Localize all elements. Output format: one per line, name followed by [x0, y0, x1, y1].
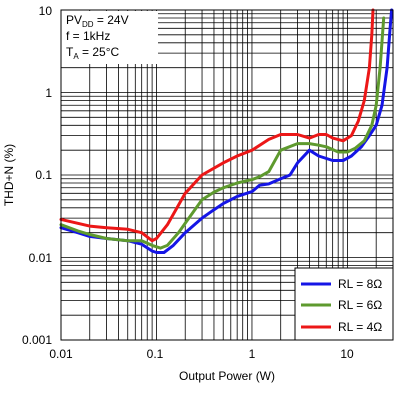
x-tick-label: 0.01 [49, 347, 73, 361]
condition-supply-main: PV [66, 13, 82, 27]
condition-temperature: TA = 25°C [66, 45, 120, 61]
legend: RL = 8Ω RL = 6Ω RL = 4Ω [294, 267, 394, 341]
y-tick-label: 1 [45, 86, 52, 100]
x-tick-label: 0.1 [147, 347, 164, 361]
condition-supply-sub: DD [82, 20, 94, 29]
y-tick-label: 0.01 [29, 251, 53, 265]
plot-border [60, 9, 394, 341]
y-tick-label: 10 [39, 4, 53, 18]
series-line-4ohm [59, 8, 375, 243]
legend-label-6ohm: RL = 6Ω [338, 298, 382, 312]
x-tick-label: 1 [249, 347, 256, 361]
condition-supply: PVDD = 24V [66, 13, 129, 29]
y-tick-label: 0.1 [35, 168, 52, 182]
series-layer [59, 8, 394, 254]
condition-temperature-main: T [66, 45, 74, 59]
x-axis-label: Output Power (W) [179, 369, 275, 383]
series-line-6ohm [59, 16, 386, 250]
conditions-box-background [61, 11, 158, 64]
y-axis-label: THD+N (%) [2, 144, 16, 206]
legend-label-4ohm: RL = 4Ω [338, 320, 382, 334]
legend-label-8ohm: RL = 8Ω [338, 277, 382, 291]
condition-supply-value: = 24V [94, 13, 129, 27]
condition-temperature-value: = 25°C [79, 45, 120, 59]
conditions-box: PVDD = 24V f = 1kHz TA = 25°C [61, 11, 158, 64]
y-tick-label: 0.001 [22, 333, 52, 347]
condition-frequency: f = 1kHz [66, 29, 110, 43]
x-tick-label: 10 [340, 347, 354, 361]
series-line-8ohm [59, 8, 394, 254]
condition-temperature-sub: A [73, 52, 79, 61]
